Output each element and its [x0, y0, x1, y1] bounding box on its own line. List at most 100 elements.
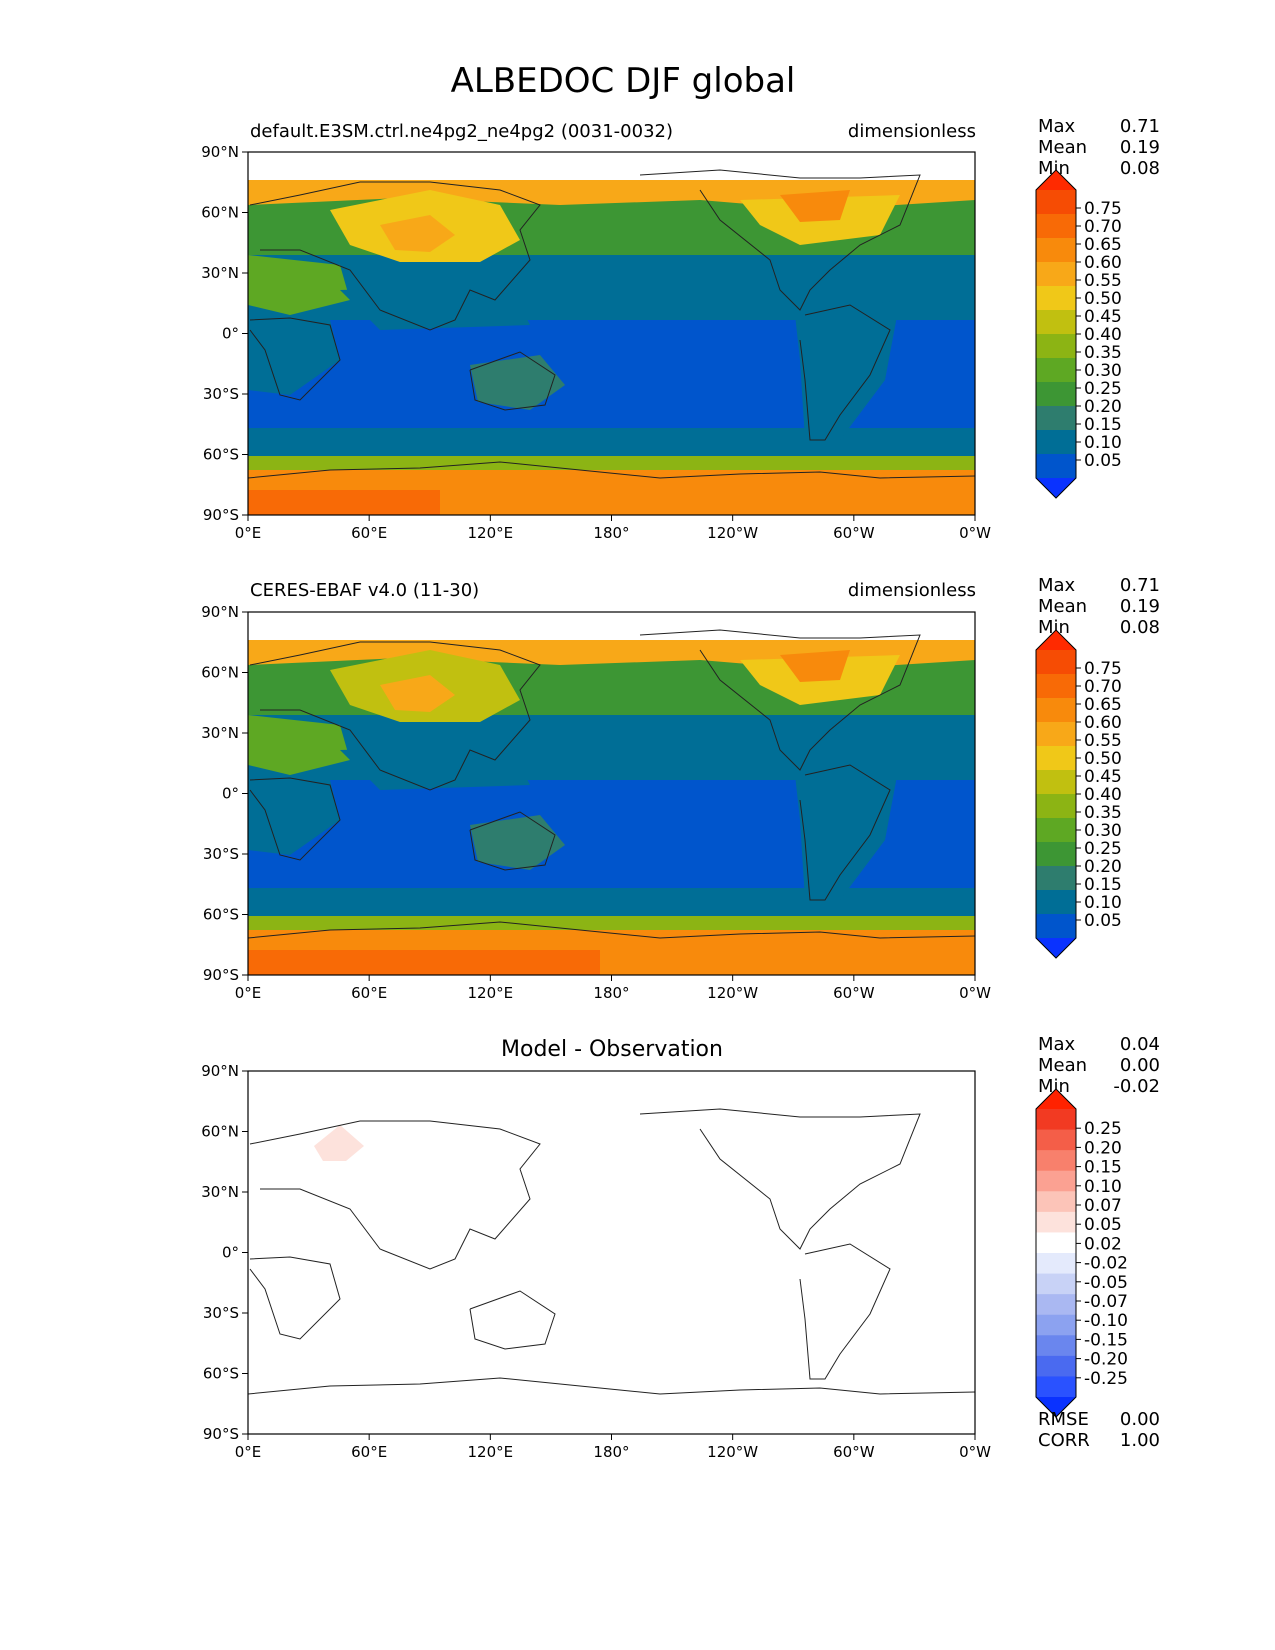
colorbar-label: 0.05	[1084, 1215, 1122, 1235]
colorbar: 0.250.200.150.100.070.050.02-0.02-0.05-0…	[1035, 1088, 1128, 1418]
africa-region	[248, 780, 340, 855]
stat-min-label: Min	[1038, 1076, 1070, 1097]
x-tick-label: 120°W	[707, 1443, 758, 1461]
stat-max-label: Max	[1038, 1034, 1076, 1055]
map-field	[248, 1071, 975, 1434]
indo-pacific-region	[340, 745, 530, 790]
greenland-albedo-region	[780, 190, 850, 222]
y-tick-label: 90°S	[203, 506, 239, 524]
coastline	[249, 181, 541, 331]
colorbar-label: 0.40	[1084, 325, 1122, 345]
stat-mean-value: 0.00	[1120, 1055, 1160, 1076]
coastline	[469, 1290, 556, 1350]
americas-region	[795, 300, 900, 440]
y-tick-label: 30°S	[203, 385, 239, 403]
colorbar-label: -0.25	[1084, 1369, 1128, 1389]
y-tick-label: 90°S	[203, 966, 239, 984]
colorbar-label: 0.15	[1084, 415, 1122, 435]
colorbar-extend-top	[1036, 1089, 1076, 1109]
antarctic-ice-region	[248, 950, 600, 975]
colorbar-label: 0.50	[1084, 749, 1122, 769]
sea-ice-band	[248, 916, 975, 932]
sahara-region	[248, 255, 350, 315]
colorbar-label: 0.50	[1084, 289, 1122, 309]
colorbar-label: -0.02	[1084, 1254, 1128, 1274]
colorbar-label: 0.02	[1084, 1234, 1122, 1254]
colorbar-segment	[1036, 914, 1076, 939]
colorbar-segment	[1036, 190, 1076, 215]
colorbar-segment	[1036, 866, 1076, 891]
africa-region	[248, 320, 340, 395]
rmse-value: 0.00	[1120, 1409, 1160, 1430]
coastline	[639, 629, 921, 771]
colorbar-label: 0.60	[1084, 253, 1122, 273]
stat-mean-label: Mean	[1038, 596, 1087, 617]
indo-pacific-region	[340, 285, 530, 330]
colorbar-label: 0.30	[1084, 361, 1122, 381]
colorbar-label: 0.70	[1084, 217, 1122, 237]
x-tick-label: 60°W	[833, 524, 875, 542]
coastline	[799, 304, 891, 441]
x-tick-label: 180°	[593, 1443, 629, 1461]
colorbar-label: 0.20	[1084, 1138, 1122, 1158]
corr-label: CORR	[1038, 1430, 1090, 1451]
colorbar-label: 0.30	[1084, 821, 1122, 841]
colorbar-label: 0.07	[1084, 1196, 1122, 1216]
arctic-nodata-band	[248, 152, 975, 180]
stat-max-value: 0.71	[1120, 575, 1160, 596]
colorbar-segment	[1036, 382, 1076, 407]
colorbar-label: 0.25	[1084, 379, 1122, 399]
y-axis: 90°N 60°N 30°N 0° 30°S 60°S 90°S	[201, 603, 248, 984]
colorbar-segment	[1036, 1211, 1076, 1233]
colorbar-segment	[1036, 1294, 1076, 1316]
y-tick-label: 60°N	[201, 1123, 239, 1141]
colorbar-label: 0.65	[1084, 695, 1122, 715]
colorbar-segment	[1036, 262, 1076, 287]
x-tick-label: 60°E	[351, 1443, 387, 1461]
australia-region	[470, 815, 565, 870]
coastline	[248, 1377, 975, 1395]
colorbar-outline	[1035, 169, 1077, 499]
y-tick-label: 60°S	[203, 446, 239, 464]
colorbar-segment	[1036, 746, 1076, 771]
colorbar-segment	[1036, 818, 1076, 843]
y-tick-label: 30°S	[203, 1304, 239, 1322]
x-tick-label: 120°W	[707, 524, 758, 542]
colorbar-segment	[1036, 674, 1076, 699]
colorbar-segment	[1036, 842, 1076, 867]
x-tick-label: 180°	[593, 524, 629, 542]
colorbar-extend-top	[1036, 630, 1076, 650]
tibet-albedo-region	[380, 215, 455, 252]
colorbar-segment	[1036, 238, 1076, 263]
southern-ocean-band	[248, 428, 975, 458]
colorbar-segment	[1036, 1314, 1076, 1336]
sea-ice-band	[248, 456, 975, 472]
colorbar-segment	[1036, 454, 1076, 479]
colorbar-segment	[1036, 1355, 1076, 1377]
colorbar-label: 0.10	[1084, 433, 1122, 453]
y-tick-label: 30°S	[203, 845, 239, 863]
x-tick-label: 120°E	[468, 1443, 514, 1461]
stat-min-value: -0.02	[1113, 1076, 1160, 1097]
coastline	[249, 777, 341, 861]
colorbar-label: -0.15	[1084, 1330, 1128, 1350]
colorbar-label: 0.15	[1084, 875, 1122, 895]
colorbar-segment	[1036, 1170, 1076, 1192]
colorbar-label: 0.05	[1084, 451, 1122, 471]
colorbar-outline	[1035, 629, 1077, 959]
colorbar-segment	[1036, 650, 1076, 675]
colorbar-segment	[1036, 1273, 1076, 1295]
stat-min-value: 0.08	[1120, 617, 1160, 638]
stat-mean-value: 0.19	[1120, 137, 1160, 158]
stats-block: Max 0.71 Mean 0.19 Min 0.08	[1038, 575, 1160, 638]
colorbar-segment	[1036, 430, 1076, 455]
colorbar-segment	[1036, 358, 1076, 383]
colorbar-label: 0.25	[1084, 839, 1122, 859]
colorbar-extend-bottom	[1036, 478, 1076, 498]
x-tick-label: 0°W	[959, 1443, 991, 1461]
y-tick-label: 60°S	[203, 1365, 239, 1383]
x-tick-label: 0°W	[959, 984, 991, 1002]
colorbar-label: 0.35	[1084, 343, 1122, 363]
x-axis: 0°E 60°E 120°E 180° 120°W 60°W 0°W	[235, 975, 991, 1002]
x-tick-label: 60°E	[351, 524, 387, 542]
